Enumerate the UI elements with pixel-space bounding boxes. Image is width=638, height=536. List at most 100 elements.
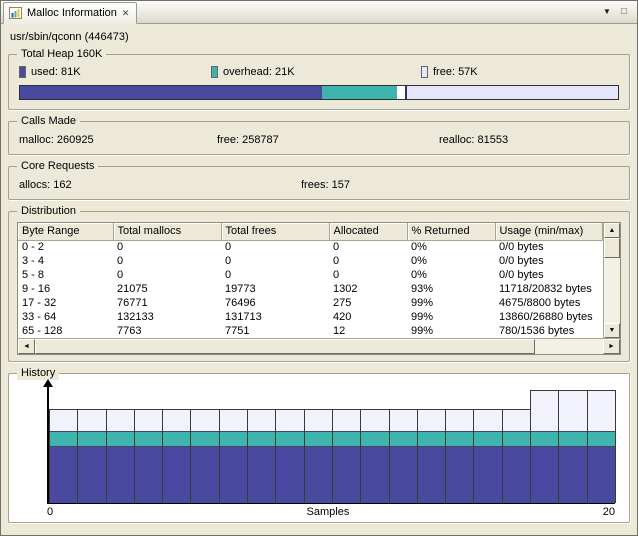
history-segment-free	[220, 410, 247, 431]
history-segment-free	[305, 410, 332, 431]
table-cell: 99%	[407, 324, 495, 338]
history-segment-free	[135, 410, 162, 431]
legend-swatch	[421, 66, 428, 78]
column-header-total-mallocs[interactable]: Total mallocs	[113, 223, 221, 240]
history-segment-overhead	[78, 431, 105, 446]
scroll-down-icon[interactable]: ▼	[604, 323, 620, 338]
history-bar	[190, 409, 219, 503]
history-bar	[134, 409, 163, 503]
table-cell: 0	[221, 240, 329, 254]
legend-swatch	[19, 66, 26, 78]
history-segment-free	[333, 410, 360, 431]
table-cell: 0 - 2	[18, 240, 113, 254]
stat-allocs: allocs: 162	[19, 179, 301, 191]
vertical-scroll-track[interactable]	[604, 238, 620, 323]
horizontal-scroll-thumb[interactable]	[35, 339, 535, 354]
table-row[interactable]: 9 - 162107519773130293%11718/20832 bytes	[18, 282, 603, 296]
table-row[interactable]: 5 - 80000%0/0 bytes	[18, 268, 603, 282]
history-segment-free	[248, 410, 275, 431]
history-segment-used	[248, 446, 275, 503]
calls-made-group: Calls Made malloc: 260925 free: 258787 r…	[8, 121, 630, 155]
table-row[interactable]: 0 - 20000%0/0 bytes	[18, 240, 603, 254]
legend-label-overhead: overhead: 21K	[223, 66, 295, 78]
history-segment-overhead	[135, 431, 162, 446]
table-cell: 0	[329, 268, 407, 282]
heap-usage-bar	[19, 85, 619, 100]
view-content: usr/sbin/qconn (446473) Total Heap 160K …	[1, 31, 637, 523]
table-row[interactable]: 65 - 128776377511299%780/1536 bytes	[18, 324, 603, 338]
scroll-up-icon[interactable]: ▲	[604, 223, 620, 238]
history-segment-free	[418, 410, 445, 431]
stat-value: 81553	[478, 134, 509, 146]
stat-value: 258787	[242, 134, 279, 146]
table-cell: 93%	[407, 282, 495, 296]
table-cell: 99%	[407, 296, 495, 310]
history-segment-used	[78, 446, 105, 503]
stat-malloc: malloc: 260925	[19, 134, 217, 146]
history-segment-overhead	[559, 431, 586, 446]
table-cell: 131713	[221, 310, 329, 324]
history-segment-free	[446, 410, 473, 431]
table-cell: 7751	[221, 324, 329, 338]
maximize-icon[interactable]: □	[621, 6, 627, 17]
horizontal-scrollbar[interactable]: ◄ ►	[18, 338, 620, 354]
history-segment-overhead	[50, 431, 77, 446]
distribution-group: Distribution Byte Range Tota	[8, 211, 630, 362]
history-segment-overhead	[305, 431, 332, 446]
table-cell: 13860/26880 bytes	[495, 310, 603, 324]
history-segment-used	[588, 446, 615, 503]
table-cell: 76771	[113, 296, 221, 310]
heap-segment-free	[407, 86, 618, 99]
history-segment-used	[50, 446, 77, 503]
column-header-byte-range[interactable]: Byte Range	[18, 223, 113, 240]
stat-value: 162	[53, 179, 71, 191]
history-bar	[445, 409, 474, 503]
history-segment-free	[474, 410, 501, 431]
history-segment-overhead	[390, 431, 417, 446]
history-segment-overhead	[107, 431, 134, 446]
table-row[interactable]: 3 - 40000%0/0 bytes	[18, 254, 603, 268]
total-heap-group-label: Total Heap 160K	[17, 48, 106, 61]
column-header-percent-returned[interactable]: % Returned	[407, 223, 495, 240]
table-cell: 0	[113, 268, 221, 282]
history-segment-used	[503, 446, 530, 503]
history-segment-free	[503, 410, 530, 431]
close-icon[interactable]: ✕	[121, 8, 131, 19]
horizontal-scroll-track[interactable]	[35, 339, 603, 354]
history-segment-used	[191, 446, 218, 503]
legend-item-used: used: 81K	[19, 66, 211, 78]
column-header-usage[interactable]: Usage (min/max)	[495, 223, 603, 240]
history-segment-free	[191, 410, 218, 431]
scroll-left-icon[interactable]: ◄	[18, 339, 35, 354]
history-chart	[47, 386, 615, 504]
history-segment-used	[361, 446, 388, 503]
stat-free: free: 258787	[217, 134, 439, 146]
history-segment-used	[531, 446, 558, 503]
history-segment-overhead	[503, 431, 530, 446]
history-segment-overhead	[333, 431, 360, 446]
vertical-scrollbar[interactable]: ▲ ▼	[603, 223, 620, 338]
history-segment-free	[531, 391, 558, 431]
total-heap-group: Total Heap 160K used: 81K overhead: 21K …	[8, 54, 630, 110]
x-axis-title: Samples	[307, 506, 350, 518]
malloc-information-view: Malloc Information ✕ ▼ □ usr/sbin/qconn …	[0, 0, 638, 536]
column-header-allocated[interactable]: Allocated	[329, 223, 407, 240]
history-segment-used	[474, 446, 501, 503]
table-row[interactable]: 33 - 6413213313171342099%13860/26880 byt…	[18, 310, 603, 324]
table-cell: 0	[113, 240, 221, 254]
table-cell: 11718/20832 bytes	[495, 282, 603, 296]
column-header-total-frees[interactable]: Total frees	[221, 223, 329, 240]
vertical-scroll-thumb[interactable]	[604, 238, 620, 258]
scroll-right-icon[interactable]: ►	[603, 339, 620, 354]
table-row[interactable]: 17 - 32767717649627599%4675/8800 bytes	[18, 296, 603, 310]
history-bar	[219, 409, 248, 503]
legend-label-free: free: 57K	[433, 66, 478, 78]
history-segment-free	[107, 410, 134, 431]
history-bar	[275, 409, 304, 503]
history-segment-overhead	[588, 431, 615, 446]
tab-malloc-information[interactable]: Malloc Information ✕	[3, 2, 137, 24]
history-segment-used	[220, 446, 247, 503]
view-menu-icon[interactable]: ▼	[603, 7, 611, 16]
table-cell: 0	[113, 254, 221, 268]
history-segment-free	[588, 391, 615, 431]
